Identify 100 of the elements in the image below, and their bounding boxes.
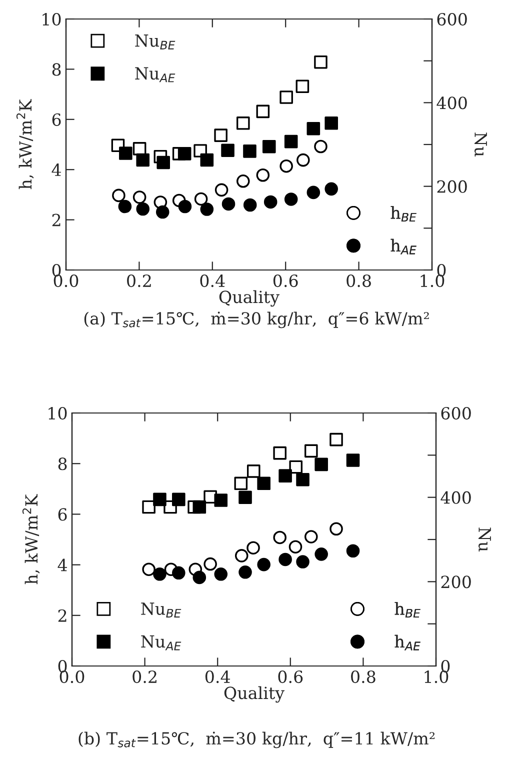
point [324,116,338,130]
point [280,90,293,104]
x-tick-label: 0.4 [205,670,230,684]
point [246,464,260,478]
x-tick-label: 1.0 [424,670,448,684]
y-tick-label: 2 [58,609,66,622]
point [304,444,318,458]
legend-label: Nu$_{AE}$ [141,635,182,650]
legend-label: h$_{AE}$ [394,634,420,650]
point [246,541,260,554]
legend-label: Nu$_{BE}$ [141,602,182,618]
point [278,469,292,482]
point [314,458,328,472]
point [262,140,276,154]
y-axis-title: h, kW/m$^{2}$K [22,494,40,584]
point [214,128,228,142]
point [192,500,206,514]
point [330,432,343,446]
y2-tick-label: 400 [440,491,471,504]
y-tick-label: 8 [52,63,61,76]
point [243,198,257,212]
point [264,195,278,209]
y2-tick-label: 400 [436,96,467,110]
point [346,454,360,467]
point [236,174,250,188]
y-tick-label: 2 [52,214,60,226]
point [194,192,208,206]
point [156,205,170,219]
point [136,153,150,167]
point [204,557,217,571]
point [273,446,286,460]
point [142,500,156,514]
point [284,192,298,206]
x-tick-label: 0.6 [273,274,298,288]
y-axis-title: h, kW/m$^{2}$K [16,99,34,190]
point [306,122,320,136]
text: (b) T$_{sat}$=15℃, ṁ=30 kg/hr, q″=11 kW/m² [78,732,435,748]
y-tick-label: 6 [58,508,67,521]
point [238,490,252,504]
y2-tick-label: 600 [441,406,471,420]
point [136,202,150,216]
point [296,80,310,93]
x-tick-label: 0.4 [200,274,225,288]
x-tick-label: 1.0 [420,274,444,288]
point [172,492,186,506]
legend-label: Nu$_{AE}$ [135,67,176,82]
point [257,558,270,572]
point [156,156,170,170]
point [221,144,234,157]
y-tick-label: 0 [52,264,61,277]
point [314,140,328,154]
point [273,530,286,544]
x-tick-label: 0.8 [351,670,376,684]
point [192,570,206,584]
point [243,144,256,158]
point [289,460,303,474]
point [153,492,166,506]
point [284,134,298,148]
point [278,552,292,566]
y2-tick-label: 200 [437,180,467,193]
point [288,540,302,554]
point [257,476,270,490]
point [214,568,228,581]
legend-label: h$_{BE}$ [390,206,416,222]
point [118,200,132,214]
text: (a) T$_{sat}$=15℃, ṁ=30 kg/hr, q″=6 kW/m² [84,312,429,328]
x-tick-label: 0.2 [127,274,151,288]
point [280,159,293,173]
point [132,190,146,204]
point [238,565,252,579]
point [314,548,328,561]
x-axis-title: Quality [224,686,285,703]
point [296,472,310,486]
x-tick-label: 0.0 [60,670,84,684]
point [296,153,310,167]
point [234,549,248,562]
y2-tick-label: 0 [437,264,446,277]
point [178,147,192,160]
point [222,197,236,211]
point [314,55,328,69]
y-tick-label: 4 [52,164,61,176]
legend-label: h$_{AE}$ [390,238,416,254]
y2-axis-title: Nu [478,528,491,552]
point [306,186,320,200]
point [112,188,126,202]
x-tick-label: 0.8 [346,274,371,288]
point [256,168,270,182]
y-tick-label: 10 [48,406,67,420]
point [153,568,166,581]
point [214,494,228,507]
legend-label: h$_{BE}$ [394,602,420,618]
y-tick-label: 0 [58,660,67,673]
y-tick-label: 6 [52,113,61,126]
y2-axis-title: Nu [474,132,487,157]
y-tick-label: 10 [42,12,61,26]
y2-tick-label: 600 [437,12,467,26]
y2-tick-label: 0 [441,660,450,673]
point [236,116,250,130]
point [330,522,343,536]
point [324,182,338,196]
